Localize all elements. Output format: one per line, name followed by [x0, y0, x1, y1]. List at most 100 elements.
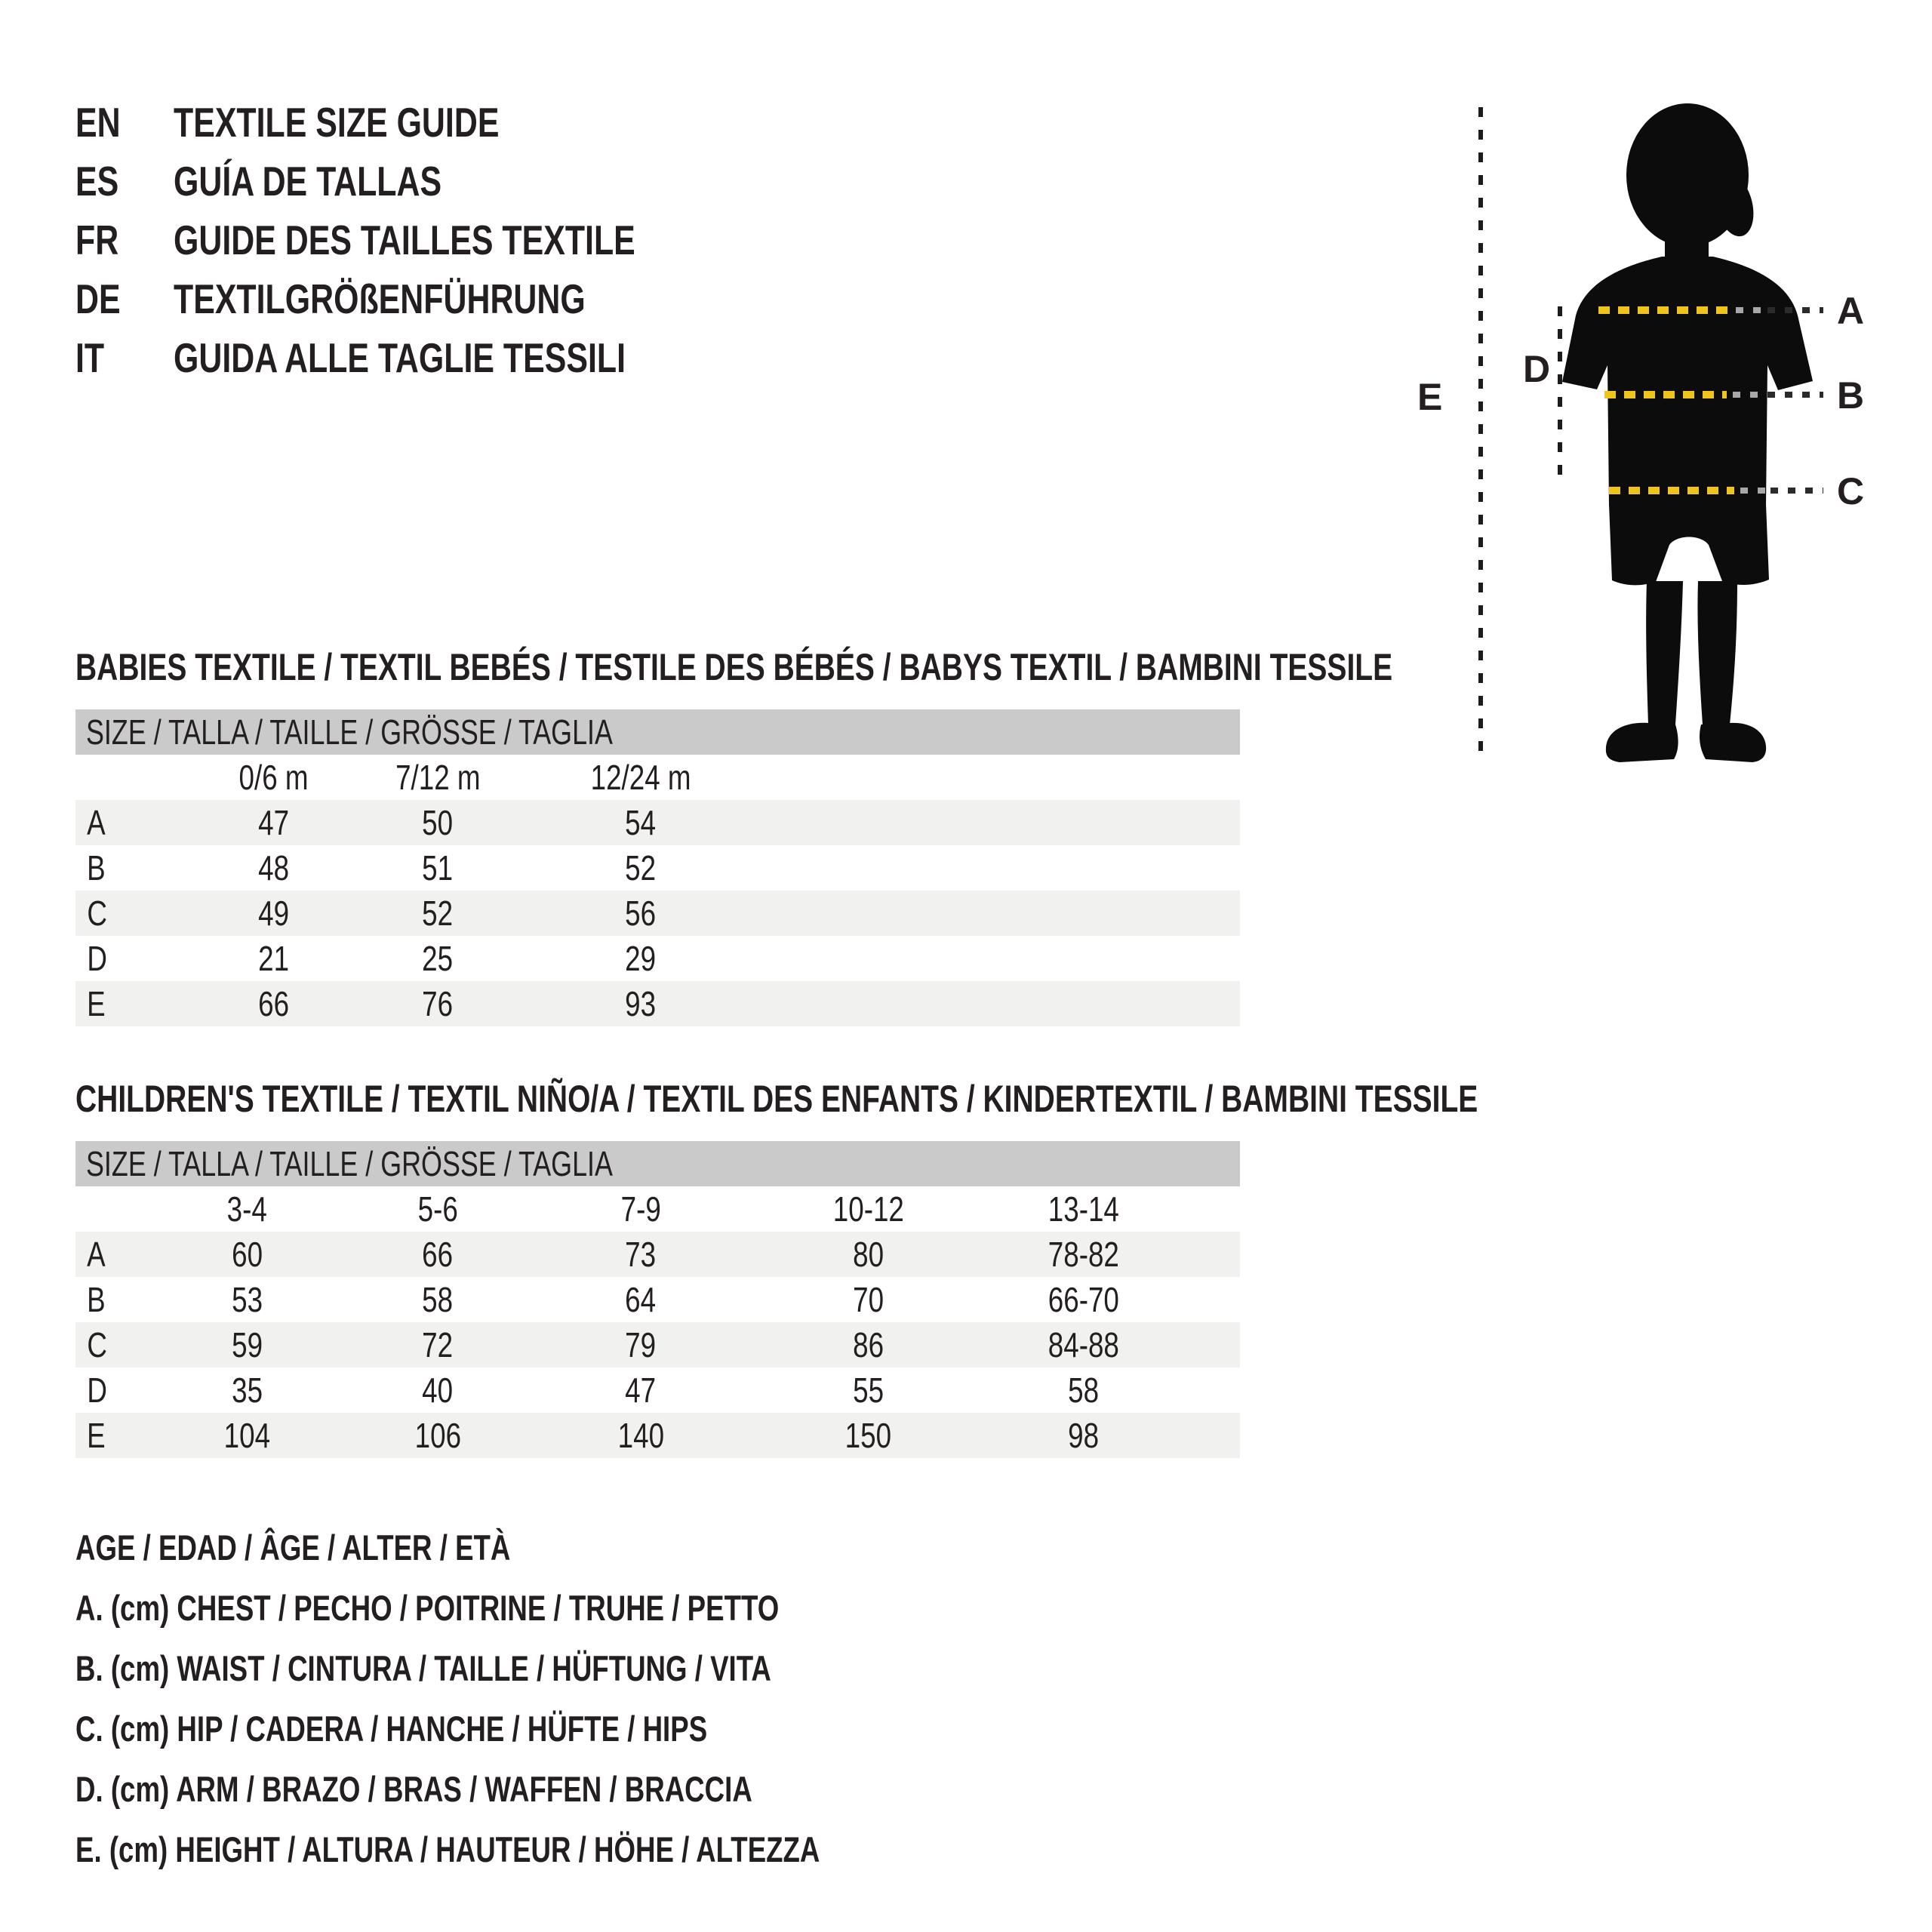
table-cell: 76: [422, 984, 454, 1023]
measurement-figure: A B C D E: [1417, 103, 1864, 762]
table-cell: 80: [853, 1235, 884, 1274]
figure-label-a: A: [1837, 290, 1864, 332]
language-code: ES: [75, 158, 119, 205]
language-title: GUIDE DES TAILLES TEXTILE: [174, 217, 635, 263]
row-label: A: [87, 1235, 106, 1274]
language-code: DE: [75, 275, 121, 322]
language-row-it: IT GUIDA ALLE TAGLIE TESSILI: [75, 328, 765, 387]
language-title: GUÍA DE TALLAS: [174, 158, 442, 205]
table-cell: 70: [853, 1280, 884, 1319]
figure-label-c: C: [1837, 470, 1864, 512]
table-cell: 66: [258, 984, 290, 1023]
table-cell: 29: [625, 939, 657, 978]
table-cell: 54: [625, 803, 657, 842]
table-cell: 66-70: [1048, 1280, 1119, 1319]
table-cell: 51: [422, 848, 454, 888]
legend-line: A. (cm) CHEST / PECHO / POITRINE / TRUHE…: [75, 1587, 780, 1628]
table-cell: 56: [625, 894, 657, 933]
column-header-row: 3-4 5-6 7-9 10-12 13-14: [75, 1186, 1240, 1232]
table-cell: 52: [625, 848, 657, 888]
table-cell: 50: [422, 803, 454, 842]
babies-section-heading: BABIES TEXTILE / TEXTIL BEBÉS / TESTILE …: [75, 646, 1393, 688]
table-cell: 47: [258, 803, 290, 842]
figure-label-b: B: [1837, 374, 1864, 417]
table-cell: 49: [258, 894, 290, 933]
table-row-a: A 60 66 73 80 78-82: [75, 1232, 1240, 1277]
table-cell: 21: [258, 939, 290, 978]
row-label: C: [87, 894, 107, 933]
legend-line: E. (cm) HEIGHT / ALTURA / HAUTEUR / HÖHE…: [75, 1829, 820, 1869]
table-cell: 59: [232, 1325, 263, 1364]
column-header: 7/12 m: [395, 758, 481, 797]
row-label: E: [87, 984, 106, 1023]
table-cell: 58: [1068, 1371, 1099, 1410]
column-header: 3-4: [226, 1189, 268, 1229]
child-silhouette: [1562, 103, 1813, 762]
row-label: D: [87, 1371, 107, 1410]
table-cell: 52: [422, 894, 454, 933]
table-cell: 104: [223, 1416, 271, 1455]
children-section-heading: CHILDREN'S TEXTILE / TEXTIL NIÑO/A / TEX…: [75, 1078, 1478, 1120]
table-cell: 106: [414, 1416, 461, 1455]
size-header-bar: SIZE / TALLA / TAILLE / GRÖSSE / TAGLIA: [75, 1141, 1240, 1186]
language-title: GUIDA ALLE TAGLIE TESSILI: [174, 334, 626, 381]
column-header: 7-9: [620, 1189, 661, 1229]
table-cell: 66: [422, 1235, 454, 1274]
table-cell: 60: [232, 1235, 263, 1274]
table-cell: 73: [625, 1235, 657, 1274]
figure-label-e: E: [1417, 376, 1442, 418]
row-label: A: [87, 803, 106, 842]
language-row-es: ES GUÍA DE TALLAS: [75, 152, 765, 211]
table-cell: 48: [258, 848, 290, 888]
table-cell: 140: [617, 1416, 664, 1455]
table-row-e: E 104 106 140 150 98: [75, 1413, 1240, 1458]
table-cell: 25: [422, 939, 454, 978]
language-row-de: DE TEXTILGRÖßENFÜHRUNG: [75, 269, 765, 328]
language-title-block: EN TEXTILE SIZE GUIDE ES GUÍA DE TALLAS FR GU…: [75, 93, 765, 387]
table-cell: 35: [232, 1371, 263, 1410]
measurement-legend: AGE / EDAD / ÂGE / ALTER / ETÀ A. (cm) CH…: [75, 1517, 1030, 1879]
row-label: B: [87, 848, 106, 888]
figure-label-d: D: [1523, 348, 1550, 390]
row-label: C: [87, 1325, 107, 1364]
table-row-e: E 66 76 93: [75, 981, 1240, 1026]
table-cell: 86: [853, 1325, 884, 1364]
babies-size-table: SIZE / TALLA / TAILLE / GRÖSSE / TAGLIA 0…: [75, 709, 1240, 1026]
column-header: 12/24 m: [590, 758, 691, 797]
table-cell: 58: [422, 1280, 454, 1319]
row-label: D: [87, 939, 107, 978]
column-header: 0/6 m: [238, 758, 309, 797]
language-code: IT: [75, 334, 105, 381]
table-cell: 78-82: [1048, 1235, 1119, 1274]
legend-line: AGE / EDAD / ÂGE / ALTER / ETÀ: [75, 1527, 511, 1567]
column-header: 5-6: [417, 1189, 458, 1229]
table-row-b: B 53 58 64 70 66-70: [75, 1277, 1240, 1322]
language-row-en: EN TEXTILE SIZE GUIDE: [75, 93, 765, 152]
table-row-c: C 49 52 56: [75, 891, 1240, 936]
table-cell: 98: [1068, 1416, 1099, 1455]
table-row-d: D 35 40 47 55 58: [75, 1367, 1240, 1413]
table-cell: 79: [625, 1325, 657, 1364]
row-label: B: [87, 1280, 106, 1319]
table-row-c: C 59 72 79 86 84-88: [75, 1322, 1240, 1367]
table-row-b: B 48 51 52: [75, 845, 1240, 891]
language-title: TEXTILE SIZE GUIDE: [174, 99, 500, 146]
table-cell: 55: [853, 1371, 884, 1410]
language-code: EN: [75, 99, 121, 146]
legend-line: B. (cm) WAIST / CINTURA / TAILLE / HÜFTU…: [75, 1647, 771, 1688]
column-header: 10-12: [832, 1189, 904, 1229]
legend-line: C. (cm) HIP / CADERA / HANCHE / HÜFTE / …: [75, 1708, 708, 1749]
table-cell: 53: [232, 1280, 263, 1319]
table-cell: 84-88: [1048, 1325, 1119, 1364]
column-header: 13-14: [1048, 1189, 1119, 1229]
row-label: E: [87, 1416, 106, 1455]
language-title: TEXTILGRÖßENFÜHRUNG: [174, 275, 586, 322]
table-row-a: A 47 50 54: [75, 800, 1240, 845]
table-cell: 40: [422, 1371, 454, 1410]
language-code: FR: [75, 217, 119, 263]
table-cell: 150: [844, 1416, 892, 1455]
language-row-fr: FR GUIDE DES TAILLES TEXTILE: [75, 211, 765, 269]
table-cell: 72: [422, 1325, 454, 1364]
table-cell: 64: [625, 1280, 657, 1319]
size-header-bar: SIZE / TALLA / TAILLE / GRÖSSE / TAGLIA: [75, 709, 1240, 755]
